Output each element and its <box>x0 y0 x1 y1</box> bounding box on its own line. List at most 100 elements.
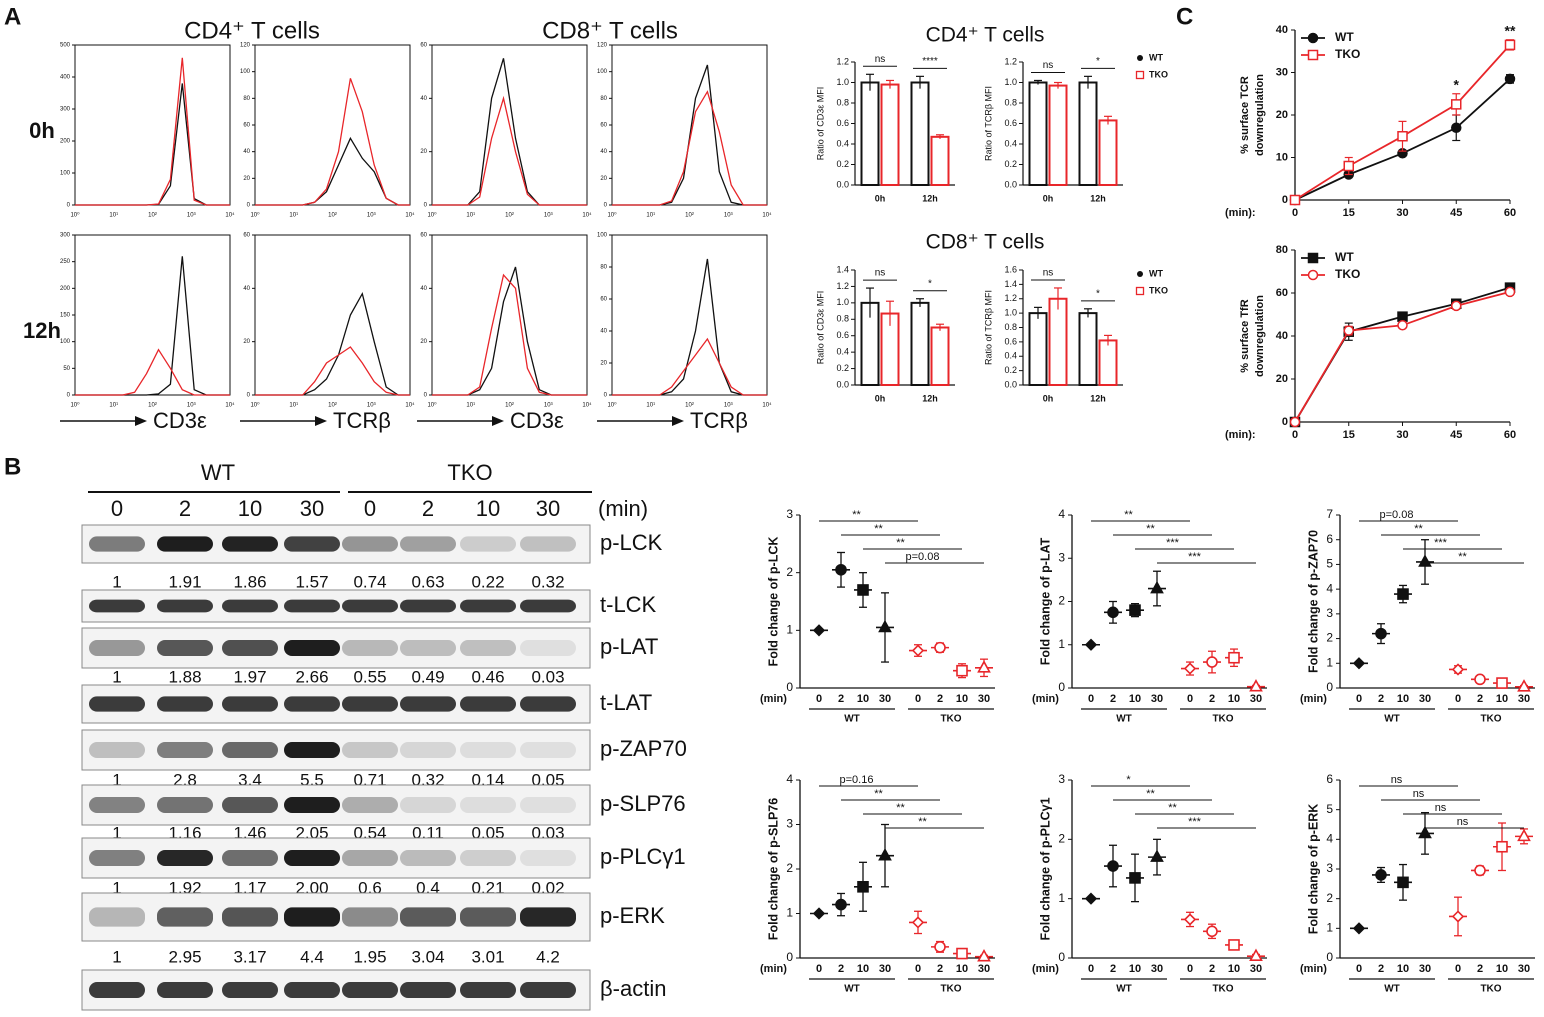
y-tick-label: 3 <box>786 507 793 521</box>
blot-band <box>89 599 145 613</box>
x-tick-label: 45 <box>1450 207 1462 219</box>
bar <box>1098 119 1118 186</box>
comparison-label: p=0.08 <box>906 551 940 563</box>
comparison-label: ns <box>1391 774 1403 786</box>
histogram-curve <box>432 95 587 206</box>
band-quantification: 2.66 <box>295 667 328 686</box>
lane-label: 0 <box>364 496 376 521</box>
y-tick-label: 1.0 <box>836 77 849 87</box>
y-tick-label: 0 <box>786 950 793 964</box>
y-tick-label: 1 <box>1058 891 1065 905</box>
group-label: WT <box>1116 714 1132 725</box>
comparison-label: ** <box>918 816 927 828</box>
group-label: WT <box>844 984 860 995</box>
x-tick-label: 12h <box>1090 393 1106 403</box>
x-tick-label: 30 <box>1518 963 1530 975</box>
legend-label: TKO <box>1335 47 1360 61</box>
data-point <box>1451 99 1462 110</box>
data-point <box>1129 872 1141 884</box>
x-tick-label: 12h <box>922 393 938 403</box>
x-tick-label: 10³ <box>187 213 196 219</box>
x-tick-label: 10² <box>685 403 694 409</box>
x-tick-label: 10¹ <box>289 213 298 219</box>
x-tick-label: 2 <box>937 963 943 975</box>
y-tick-label: 50 <box>63 366 70 372</box>
data-point <box>857 880 869 893</box>
legend-label: WT <box>1335 30 1354 44</box>
data-point <box>1451 663 1465 676</box>
x-axis-label: (min) <box>1032 963 1059 975</box>
y-axis-label: Ratio of TCRβ MFI <box>983 86 993 161</box>
y-tick-label: 0.6 <box>836 330 849 340</box>
y-tick-label: 1.4 <box>1004 279 1017 289</box>
y-tick-label: 1.2 <box>1004 293 1017 303</box>
x-tick-label: 30 <box>1396 207 1408 219</box>
y-tick-label: 1.2 <box>836 281 849 291</box>
y-tick-label: 0.0 <box>1004 179 1017 189</box>
band-quantification: 0.03 <box>531 667 564 686</box>
histogram-curve <box>432 273 587 396</box>
band-quantification: 1 <box>112 878 121 897</box>
y-tick-label: 100 <box>60 339 71 345</box>
x-tick-label: 10³ <box>187 403 196 409</box>
blot-band <box>520 640 576 656</box>
x-tick-label: 2 <box>1477 693 1483 705</box>
data-point <box>1084 892 1098 905</box>
y-tick-label: 0 <box>247 203 251 209</box>
histogram-frame <box>431 234 588 396</box>
histogram-curve <box>612 337 767 396</box>
y-tick-label: 4 <box>1326 581 1333 595</box>
x-tick-label: 15 <box>1343 429 1355 441</box>
bar <box>1048 297 1068 386</box>
comparison-label: ns <box>1457 816 1469 828</box>
y-tick-label: 60 <box>243 123 250 129</box>
blot-band <box>342 797 398 813</box>
x-tick-label: 10² <box>685 213 694 219</box>
y-tick-label: 2 <box>1326 891 1333 905</box>
blot-band <box>89 982 145 998</box>
data-point <box>1150 849 1164 862</box>
blot-band <box>157 696 213 712</box>
y-tick-label: 40 <box>600 149 607 155</box>
x-tick-label: 10³ <box>544 403 553 409</box>
data-point <box>1289 194 1301 206</box>
x-tick-label: 60 <box>1504 207 1516 219</box>
data-point <box>1183 913 1197 926</box>
y-tick-label: 4 <box>786 772 793 786</box>
y-tick-label: 0.4 <box>1004 138 1017 148</box>
group-label: WT <box>1384 714 1400 725</box>
data-point <box>812 907 826 920</box>
arrow-head <box>135 416 147 426</box>
blot-band <box>520 797 576 813</box>
x-tick-label: 0 <box>1455 693 1461 705</box>
y-tick-label: 0 <box>247 393 251 399</box>
y-tick-label: 80 <box>243 96 250 102</box>
x-tick-label: 0 <box>816 693 822 705</box>
x-tick-label: 30 <box>978 963 990 975</box>
blot-band <box>342 599 398 613</box>
x-tick-label: 0 <box>915 693 921 705</box>
band-quantification: 3.01 <box>471 947 504 966</box>
blot-band <box>157 907 213 927</box>
x-tick-label: 45 <box>1450 429 1462 441</box>
data-point <box>1496 840 1508 853</box>
blot-band <box>157 982 213 998</box>
x-tick-label: 10³ <box>724 213 733 219</box>
y-tick-label: 120 <box>597 43 608 49</box>
group-label: TKO <box>1480 714 1501 725</box>
legend-label: WT <box>1335 250 1354 264</box>
y-tick-label: 0 <box>1058 950 1065 964</box>
comparison-label: ** <box>1458 551 1467 563</box>
data-point <box>1352 657 1366 670</box>
x-tick-label: 10 <box>1397 963 1409 975</box>
blot-band <box>460 536 516 552</box>
y-tick-label: 0 <box>1282 194 1288 206</box>
lane-label: 30 <box>300 496 324 521</box>
y-tick-label: 300 <box>60 233 71 239</box>
x-tick-label: 60 <box>1504 429 1516 441</box>
x-tick-label: 10 <box>1129 963 1141 975</box>
band-quantification: 3.04 <box>411 947 444 966</box>
blot-band <box>284 907 340 927</box>
y-tick-label: 200 <box>60 286 71 292</box>
histogram-frame <box>254 234 411 396</box>
